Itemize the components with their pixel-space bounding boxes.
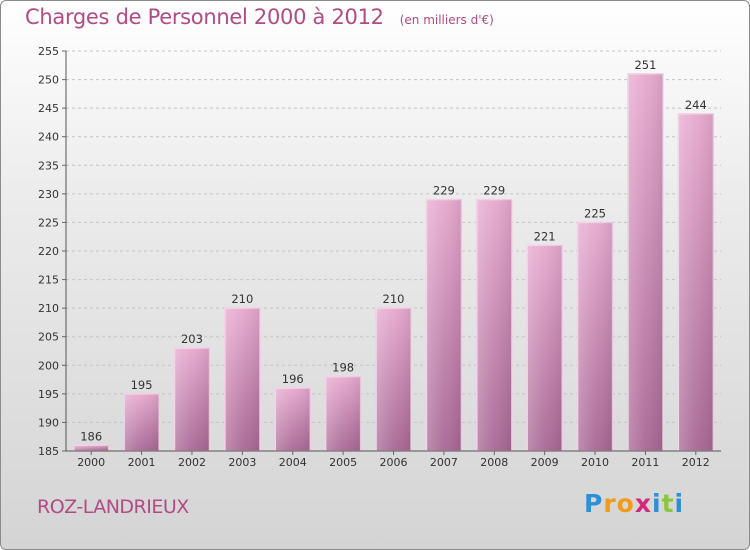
x-tick-label: 2002	[178, 456, 206, 469]
bar-highlight	[325, 376, 361, 451]
data-label: 203	[181, 332, 203, 346]
data-label: 196	[282, 372, 304, 386]
x-tick-label: 2012	[682, 456, 710, 469]
bar-highlight	[174, 348, 210, 451]
x-tick-label: 2009	[531, 456, 559, 469]
proxiti-logo: Proxiti	[584, 489, 684, 518]
y-tick-label: 200	[38, 359, 59, 372]
x-tick-label: 2011	[631, 456, 659, 469]
y-axis-tick-labels: 185 190 195 200 205 210 215 220 225 230 235 240 245 2…	[38, 45, 59, 458]
data-labels: 186 195 203 210 196 198 210 229 229 221 225 251 244	[80, 58, 707, 443]
data-label: 225	[584, 206, 606, 220]
y-tick-label: 205	[38, 331, 59, 344]
x-tick-label: 2003	[228, 456, 256, 469]
bar-highlight	[426, 199, 462, 451]
x-tick-label: 2007	[430, 456, 458, 469]
y-tick-label: 190	[38, 416, 59, 429]
y-tick-label: 230	[38, 188, 59, 201]
logo-letter: t	[661, 489, 675, 518]
data-label: 210	[383, 292, 405, 306]
y-tick-label: 195	[38, 388, 59, 401]
bar-highlight	[577, 222, 613, 451]
chart-subtitle: (en milliers d'€)	[399, 13, 494, 27]
data-label: 221	[534, 229, 556, 243]
bar-highlight	[73, 445, 109, 451]
bar-highlight	[275, 388, 311, 451]
axes	[65, 51, 721, 455]
y-tick-label: 240	[38, 131, 59, 144]
data-label: 244	[685, 98, 707, 112]
bar-highlight	[124, 393, 160, 451]
data-label: 195	[131, 378, 153, 392]
y-tick-label: 220	[38, 245, 59, 258]
x-tick-label: 2006	[380, 456, 408, 469]
logo-letter: i	[652, 489, 662, 518]
x-tick-label: 2001	[128, 456, 156, 469]
bar-highlight	[224, 308, 260, 451]
bar-highlight	[476, 199, 512, 451]
y-tick-label: 250	[38, 74, 59, 87]
place-name: ROZ-LANDRIEUX	[37, 496, 189, 518]
x-tick-label: 2010	[581, 456, 609, 469]
y-tick-label: 225	[38, 216, 59, 229]
logo-letter: x	[634, 489, 652, 518]
data-label: 186	[80, 429, 102, 443]
data-label: 198	[332, 361, 354, 375]
y-tick-label: 215	[38, 274, 59, 287]
x-tick-label: 2004	[279, 456, 307, 469]
y-tick-label: 255	[38, 45, 59, 58]
data-label: 229	[483, 184, 505, 198]
logo-letter: P	[584, 489, 604, 518]
data-label: 229	[433, 184, 455, 198]
bars	[72, 73, 715, 452]
x-tick-label: 2005	[329, 456, 357, 469]
data-label: 251	[634, 58, 656, 72]
bar-highlight	[627, 73, 663, 451]
bar-highlight	[678, 113, 714, 451]
logo-letter: i	[674, 489, 685, 518]
x-axis-tick-labels: 2000 2001 2002 2003 2004 2005 2006 2007 2008 2009…	[77, 456, 710, 469]
bar-highlight	[527, 245, 563, 451]
x-tick-label: 2008	[480, 456, 508, 469]
logo-letter: r	[603, 489, 617, 518]
y-tick-label: 210	[38, 302, 59, 315]
y-tick-label: 245	[38, 102, 59, 115]
x-tick-label: 2000	[77, 456, 105, 469]
y-tick-label: 185	[38, 445, 59, 458]
bar-highlight	[376, 308, 411, 451]
y-tick-label: 235	[38, 159, 59, 172]
data-label: 210	[231, 292, 253, 306]
logo-letter: o	[616, 489, 635, 518]
chart-title: Charges de Personnel 2000 à 2012	[25, 5, 384, 29]
title-row: Charges de Personnel 2000 à 2012 (en mill…	[25, 5, 494, 29]
